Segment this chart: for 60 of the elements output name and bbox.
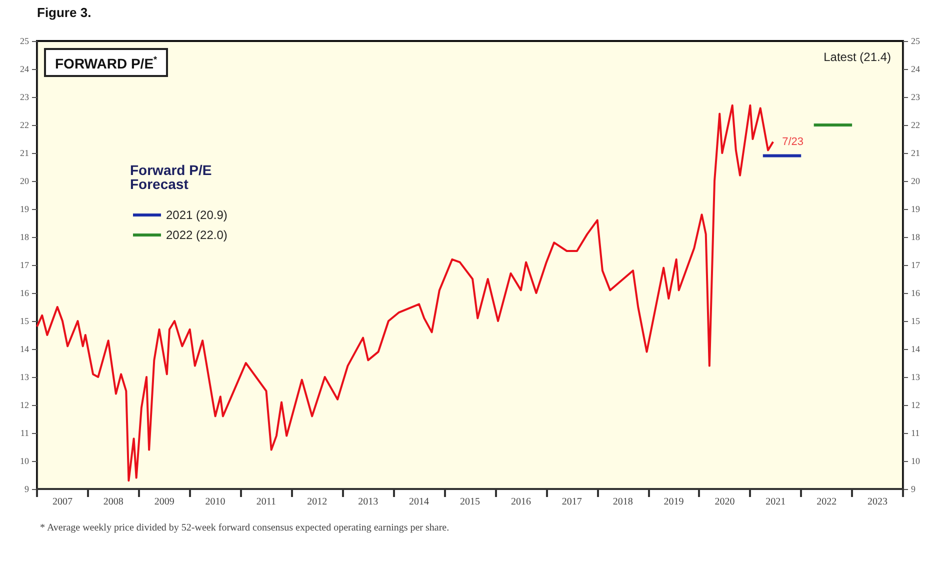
y2-tick-label: 18 (911, 232, 920, 242)
y-tick-label: 10 (20, 456, 30, 466)
y-tick-label: 24 (20, 64, 30, 74)
y2-tick-label: 24 (911, 64, 920, 74)
y2-tick-label: 19 (911, 204, 920, 214)
x-tick-label: 2021 (766, 496, 786, 508)
text: * Average weekly price divided by 52-week forward consensus expected operating earnings per share. (40, 522, 450, 534)
y2-tick-label: 12 (911, 400, 920, 410)
x-tick-label: 2014 (409, 496, 430, 508)
y2-tick-label: 13 (911, 372, 920, 382)
x-tick-label: 2022 (816, 496, 837, 508)
x-tick-label: 2019 (664, 496, 684, 508)
y2-tick-label: 22 (911, 120, 920, 130)
line-series (36, 104, 774, 482)
caption: Figure 3. (37, 5, 92, 20)
annotation: 7/23 (782, 136, 804, 148)
y2-tick-label: 20 (911, 176, 920, 186)
x-tick-label: 2017 (562, 496, 582, 508)
x-tick-label: 2015 (460, 496, 480, 508)
y2-tick-label: 16 (911, 288, 920, 298)
y2-tick-label: 15 (911, 316, 920, 326)
y-tick-label: 14 (20, 344, 30, 354)
y2-tick-label: 11 (911, 428, 920, 438)
y2-tick-label: 14 (911, 344, 920, 354)
x-tick-label: 2023 (868, 496, 888, 508)
x-tick-label: 2013 (358, 496, 378, 508)
text: FORWARD P/E* (55, 54, 158, 72)
y-tick-label: 25 (20, 36, 30, 46)
x-tick-label: 2012 (307, 496, 328, 508)
y-tick-label: 15 (20, 316, 30, 326)
y2-tick-label: 9 (911, 484, 916, 494)
x-tick-label: 2018 (612, 496, 633, 508)
y-tick-label: 13 (20, 372, 30, 382)
x-tick-label: 2007 (52, 496, 72, 508)
y-tick-label: 20 (20, 176, 30, 186)
y-tick-label: 23 (20, 92, 30, 102)
legend-label: 2021 (20.9) (166, 208, 228, 222)
y2-tick-label: 10 (911, 456, 920, 466)
y-tick-label: 18 (20, 232, 30, 242)
y2-tick-label: 23 (911, 92, 920, 102)
annotation: Latest (21.4) (824, 50, 892, 64)
legend-title: Forward P/E Forecast (130, 162, 216, 192)
y2-tick-label: 17 (911, 260, 920, 270)
x-tick-label: 2010 (205, 496, 226, 508)
y-tick-label: 12 (20, 400, 29, 410)
x-tick-label: 2016 (510, 496, 531, 508)
y-tick-label: 17 (20, 260, 30, 270)
y-tick-label: 9 (24, 484, 30, 494)
y-tick-label: 19 (20, 204, 30, 214)
legend-label: 2022 (22.0) (166, 228, 228, 242)
y2-tick-label: 25 (911, 36, 920, 46)
y-tick-label: 11 (20, 428, 29, 438)
x-tick-label: 2020 (714, 496, 735, 508)
y-tick-label: 22 (20, 120, 29, 130)
x-tick-label: 2011 (256, 496, 276, 508)
x-tick-label: 2009 (154, 496, 174, 508)
y-tick-label: 16 (20, 288, 30, 298)
x-tick-label: 2008 (103, 496, 124, 508)
y-tick-label: 21 (20, 148, 29, 158)
y2-tick-label: 21 (911, 148, 920, 158)
